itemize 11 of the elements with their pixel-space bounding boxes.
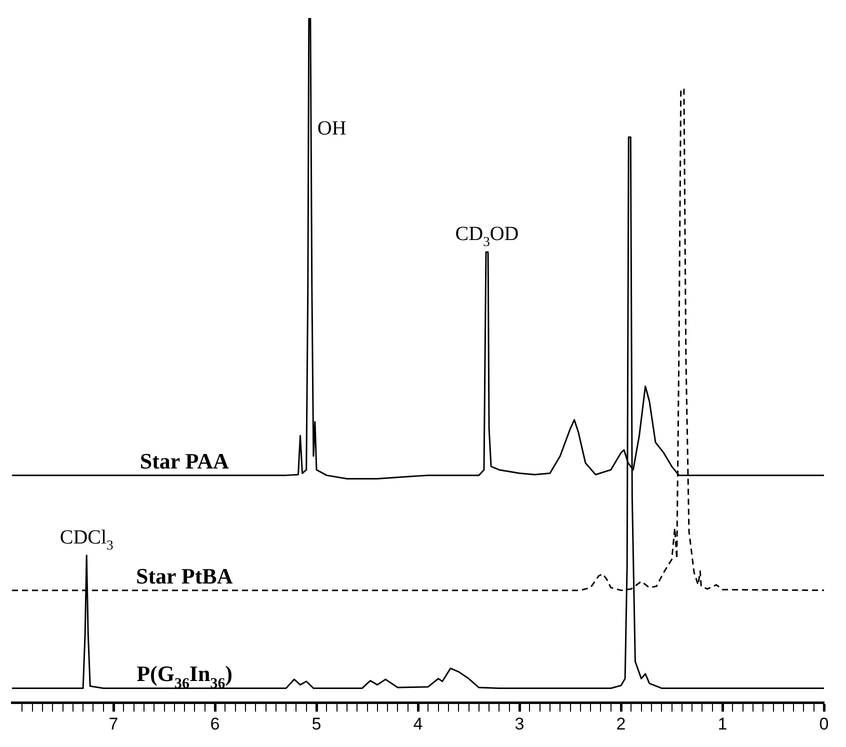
annotation: OH bbox=[317, 118, 346, 140]
x-tick-label: 1 bbox=[718, 714, 728, 734]
x-tick-label: 2 bbox=[616, 714, 626, 734]
x-tick-label: 0 bbox=[819, 714, 829, 734]
x-tick-label: 4 bbox=[413, 714, 423, 734]
series-label: Star PAA bbox=[140, 448, 229, 474]
x-tick-label: 6 bbox=[210, 714, 220, 734]
series-label: Star PtBA bbox=[136, 563, 233, 588]
x-tick-label: 5 bbox=[312, 714, 322, 734]
x-tick-label: 3 bbox=[514, 714, 524, 734]
x-tick-label: 7 bbox=[108, 714, 118, 734]
